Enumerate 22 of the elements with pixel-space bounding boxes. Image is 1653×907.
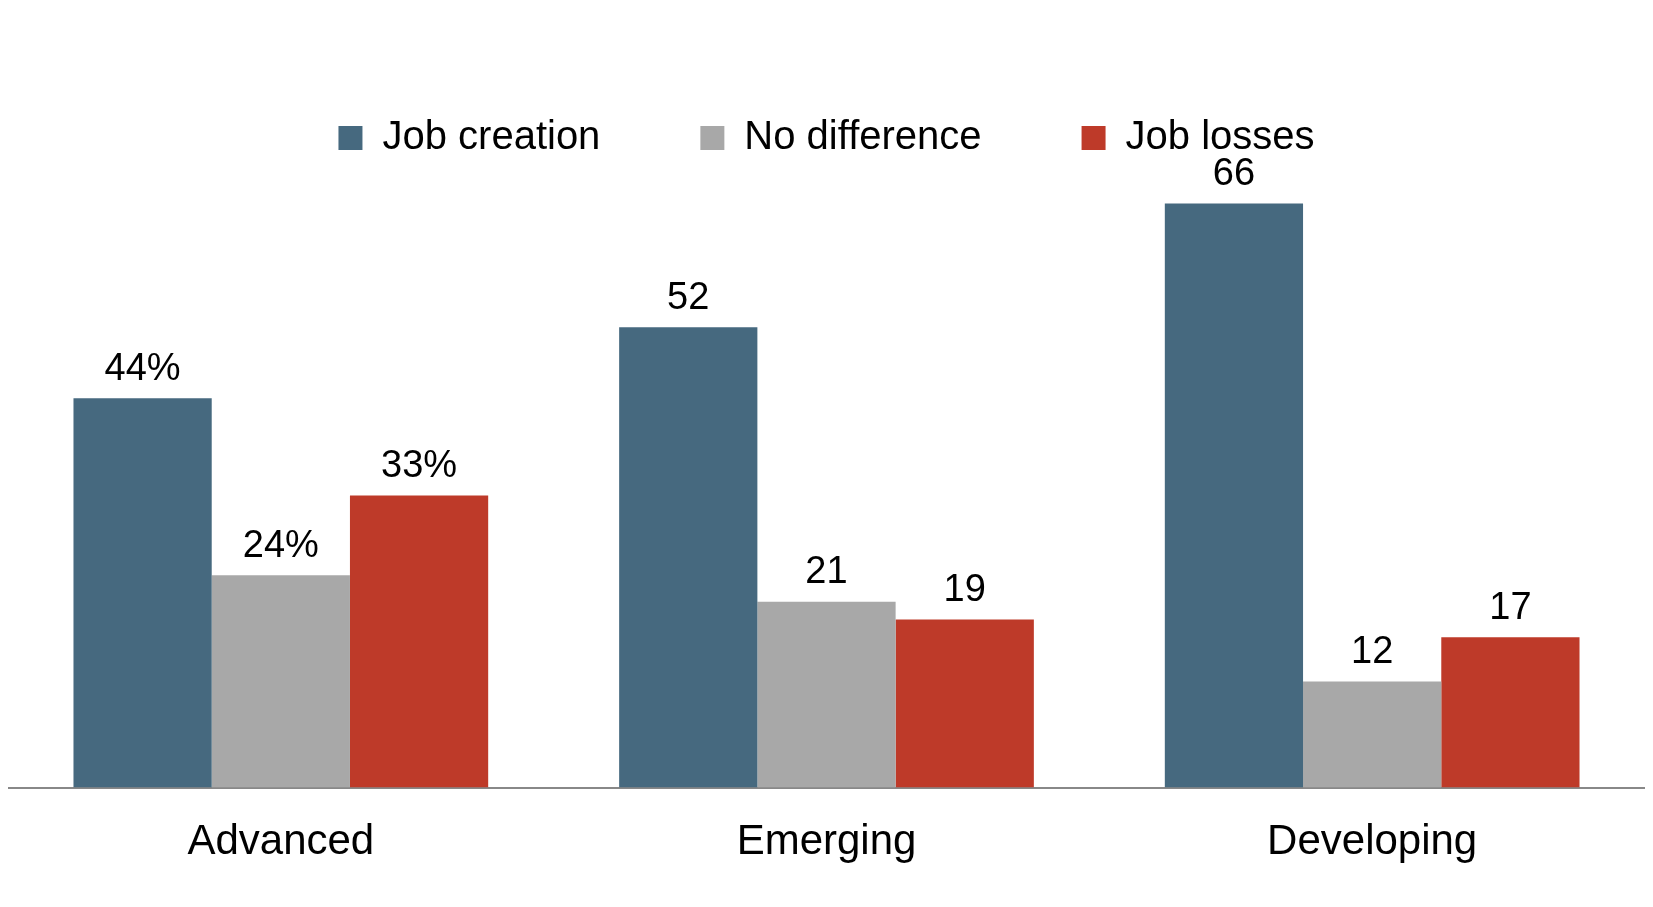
bar (757, 601, 896, 788)
data-label: 17 (1489, 584, 1532, 627)
data-label: 21 (805, 549, 848, 592)
data-label: 12 (1351, 628, 1394, 671)
data-label: 33% (381, 442, 458, 485)
x-tick-label: Emerging (736, 816, 917, 864)
bar (1303, 681, 1442, 788)
bar (73, 398, 212, 788)
bar (349, 495, 489, 788)
bar (895, 619, 1034, 788)
data-label: 52 (667, 274, 710, 317)
legend-label: No difference (744, 113, 982, 158)
bar (1441, 637, 1580, 788)
data-label: 19 (943, 566, 986, 609)
data-label: 24% (242, 522, 319, 565)
bar (211, 575, 350, 788)
x-tick-label: Advanced (187, 816, 375, 864)
bar (619, 327, 758, 788)
bar (1164, 203, 1304, 788)
data-label: 44% (104, 345, 181, 388)
legend-label: Job creation (382, 113, 601, 158)
x-tick-label: Developing (1267, 816, 1478, 864)
